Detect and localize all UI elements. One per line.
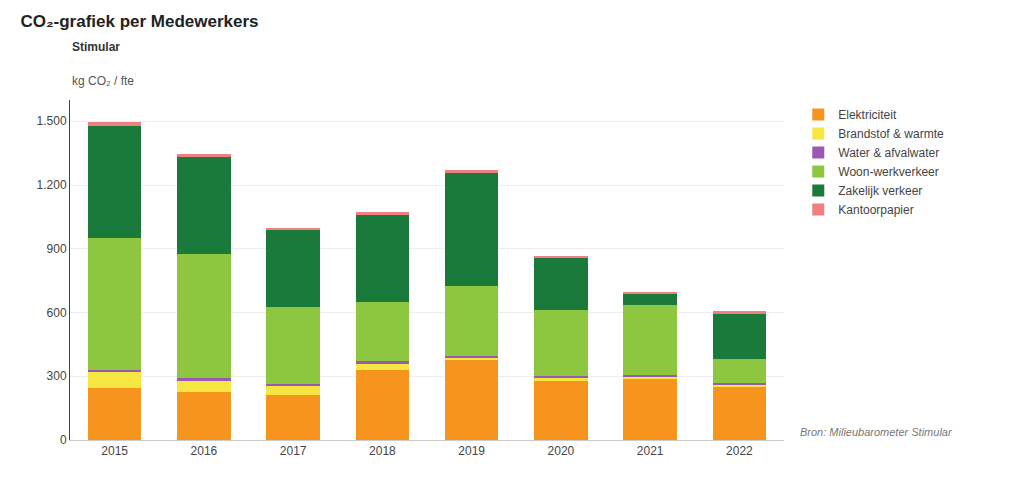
svg-text:Water & afvalwater: Water & afvalwater bbox=[838, 146, 939, 160]
svg-text:Brandstof & warmte: Brandstof & warmte bbox=[838, 127, 944, 141]
svg-text:1.500: 1.500 bbox=[37, 114, 67, 128]
svg-text:Zakelijk verkeer: Zakelijk verkeer bbox=[838, 184, 922, 198]
svg-text:Stimular: Stimular bbox=[72, 40, 120, 54]
svg-text:2018: 2018 bbox=[369, 444, 396, 458]
svg-text:Bron: Milieubarometer Stimular: Bron: Milieubarometer Stimular bbox=[800, 426, 953, 438]
svg-text:Elektriciteit: Elektriciteit bbox=[838, 108, 897, 122]
svg-text:2016: 2016 bbox=[191, 444, 218, 458]
svg-text:900: 900 bbox=[47, 242, 67, 256]
svg-text:300: 300 bbox=[47, 369, 67, 383]
svg-text:2019: 2019 bbox=[458, 444, 485, 458]
svg-text:2021: 2021 bbox=[637, 444, 664, 458]
svg-text:2015: 2015 bbox=[101, 444, 128, 458]
svg-text:2017: 2017 bbox=[280, 444, 307, 458]
svg-text:2020: 2020 bbox=[548, 444, 575, 458]
svg-text:0: 0 bbox=[60, 433, 67, 447]
svg-text:2022: 2022 bbox=[726, 444, 753, 458]
svg-text:Kantoorpapier: Kantoorpapier bbox=[838, 203, 913, 217]
svg-text:kg CO₂ / fte: kg CO₂ / fte bbox=[72, 74, 134, 88]
svg-text:600: 600 bbox=[47, 306, 67, 320]
svg-text:1.200: 1.200 bbox=[37, 178, 67, 192]
svg-text:CO₂-grafiek per Medewerkers: CO₂-grafiek per Medewerkers bbox=[20, 12, 258, 31]
svg-text:Woon-werkverkeer: Woon-werkverkeer bbox=[838, 165, 938, 179]
